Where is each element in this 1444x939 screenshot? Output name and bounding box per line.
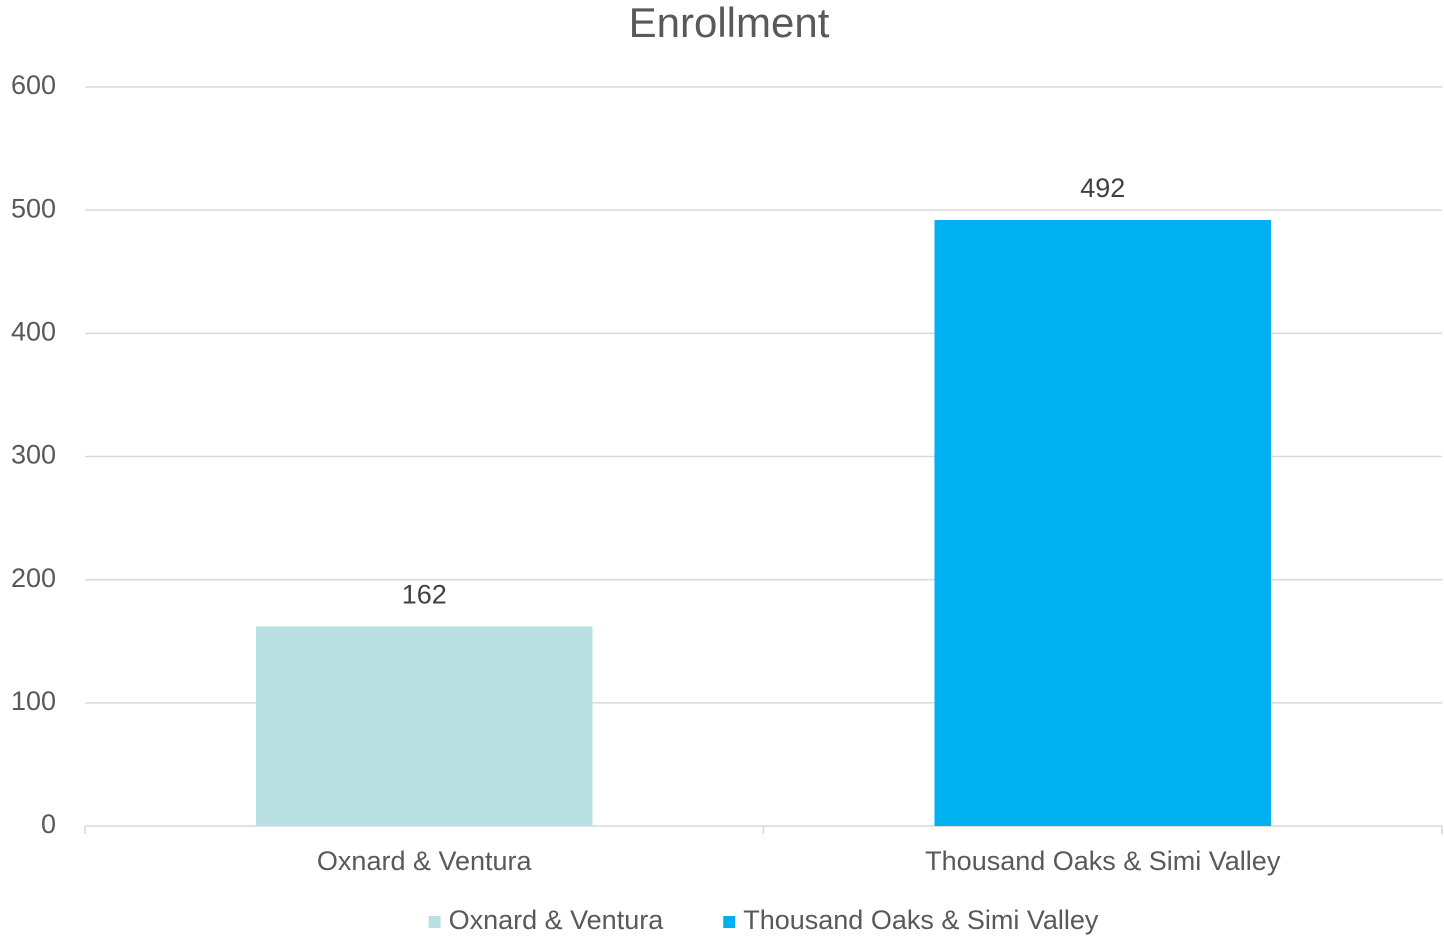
- data-label: 162: [402, 580, 447, 610]
- data-label: 492: [1080, 173, 1125, 203]
- legend-label: Thousand Oaks & Simi Valley: [743, 905, 1099, 935]
- y-tick-label: 400: [11, 316, 56, 346]
- y-tick-label: 300: [11, 440, 56, 470]
- legend-swatch: [428, 916, 441, 928]
- y-tick-label: 200: [11, 563, 56, 593]
- bar: [934, 220, 1272, 826]
- x-tick-label: Thousand Oaks & Simi Valley: [925, 846, 1281, 876]
- y-tick-label: 600: [11, 70, 56, 100]
- y-tick-label: 500: [11, 193, 56, 223]
- y-tick-label: 100: [11, 686, 56, 716]
- chart-title: Enrollment: [629, 0, 830, 46]
- bar: [255, 626, 593, 826]
- legend-label: Oxnard & Ventura: [449, 905, 665, 935]
- y-tick-label: 0: [41, 809, 56, 839]
- x-tick-label: Oxnard & Ventura: [317, 846, 533, 876]
- legend-swatch: [723, 916, 736, 928]
